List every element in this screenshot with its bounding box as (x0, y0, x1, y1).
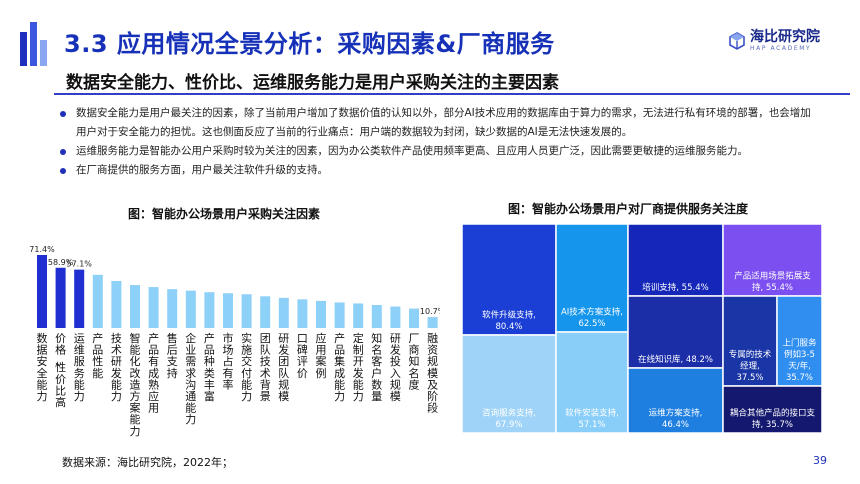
title-decoration (20, 16, 56, 66)
bar-16 (316, 300, 326, 328)
page-subtitle: 数据安全能力、性价比、运维服务能力是用户采购关注的主要因素 (66, 73, 559, 93)
bullet-item: 在厂商提供的服务方面，用户最关注软件升级的支持。 (56, 161, 816, 180)
deco-bar (40, 40, 47, 66)
category-label: 产品性能 (92, 331, 103, 380)
bar-chart: 71.4% 数据安全能力 58.9% 价格、性价比高 57.1% 运维服务能力产品性能技术… (29, 245, 440, 438)
bar-4 (92, 274, 103, 328)
bar-6 (130, 285, 140, 328)
bar-21 (409, 308, 419, 328)
bar-19 (371, 304, 382, 328)
bar-17 (334, 302, 345, 328)
treemap-cell (555, 224, 629, 333)
bar-11 (223, 293, 233, 328)
treemap-cell (776, 295, 822, 387)
page-title: 3.3 应用情况全景分析：采购因素&厂商服务 (64, 30, 555, 58)
category-label: 售后支持 (167, 331, 178, 380)
bar-value-label: 58.9% (48, 258, 74, 267)
treemap-label: 产品适用场景拓展支持, 55.4% (734, 271, 811, 294)
deco-bar (30, 22, 37, 66)
treemap-label: 运维方案支持, 46.4% (649, 408, 703, 431)
bar-12 (241, 294, 252, 328)
category-label: 定制开发能力 (353, 331, 364, 403)
cube-logo-icon (729, 32, 745, 50)
category-label: 企业需求沟通能力 (185, 331, 196, 426)
bar-14 (278, 297, 289, 328)
category-label: 研发团队规模 (278, 332, 289, 403)
treemap-cell (627, 295, 724, 369)
treemap-label: 培训支持, 55.4% (642, 282, 708, 293)
bullet-item: 运维服务能力是智能办公用户采购时较为关注的因素，因为办公类软件产品使用频率更高、… (56, 142, 816, 161)
treemap-cell (462, 334, 557, 434)
category-label: 产品有成熟应用 (148, 331, 159, 415)
bar-8 (167, 289, 178, 328)
bar-value-label: 57.1% (66, 260, 92, 269)
bar-5 (111, 280, 122, 328)
treemap-label: 咨询服务支持, 67.9% (482, 408, 536, 431)
data-source: 数据来源：海比研究院，2022年； (62, 456, 233, 469)
treemap-cell (722, 295, 778, 387)
bar-2 (55, 267, 66, 328)
category-label: 技术研发能力 (111, 332, 122, 403)
subtitle-divider (54, 93, 850, 95)
bar-15 (297, 299, 308, 328)
bar-20 (390, 306, 401, 328)
category-label: 团队技术背景 (260, 332, 271, 403)
category-label: 产品种类丰富 (204, 331, 215, 403)
category-label: 实施交付能力 (241, 331, 252, 403)
treemap-chart: 软件升级支持, 80.4% 咨询服务支持, 67.9% AI技术方案支持, 62.5% 软件… (462, 224, 822, 434)
category-label: 应用案例 (316, 331, 327, 380)
treemap-title: 图：智能办公场景用户对厂商提供服务关注度 (508, 202, 749, 216)
bullet-item: 数据安全能力是用户最关注的因素，除了当前用户增加了数据价值的认知以外，部分AI技… (56, 104, 816, 142)
category-label: 运维服务能力 (74, 332, 85, 403)
bar-10 (204, 292, 215, 328)
page-number: 39 (813, 454, 827, 467)
treemap-label: 软件安装支持, 57.1% (565, 408, 619, 431)
bullet-list: 数据安全能力是用户最关注的因素，除了当前用户增加了数据价值的认知以外，部分AI技… (56, 104, 816, 180)
treemap-label: 软件升级支持, 80.4% (482, 310, 536, 333)
bar-7 (148, 287, 159, 328)
bar-9 (185, 290, 196, 328)
category-label: 融资规模及阶段 (427, 332, 438, 415)
category-label: 厂商知名度 (409, 332, 420, 391)
treemap-label: 专属的技术经理, 37.5% (729, 349, 772, 383)
treemap-label: 在线知识库, 48.2% (638, 354, 713, 365)
bar-22 (427, 317, 438, 328)
bar-13 (260, 296, 271, 328)
category-label: 知名客户数量 (371, 331, 382, 403)
bar-chart-title: 图：智能办公场景用户采购关注因素 (128, 207, 321, 221)
category-label: 产品集成能力 (334, 331, 345, 403)
category-label: 口碑评价 (297, 332, 308, 380)
bar-18 (353, 303, 364, 328)
logo-name: 海比研究院 (750, 29, 820, 45)
treemap-cell (555, 331, 629, 434)
category-label: 研发投入规模 (390, 332, 401, 403)
treemap-cell (722, 385, 822, 434)
category-label: 价格、性价比高 (55, 332, 66, 409)
bar-3 (74, 269, 85, 328)
category-label: 智能化改造方案能力 (130, 331, 141, 438)
bar-value-label: 71.4% (29, 245, 55, 254)
category-label: 市场占有率 (223, 331, 234, 391)
treemap-label: 上门服务例如3-5 天/年, 35.7% (782, 338, 817, 384)
deco-bar (20, 32, 27, 66)
bar-value-label: 10.7% (420, 307, 440, 316)
treemap-cell (627, 367, 724, 434)
treemap-label: AI技术方案支持, 62.5% (561, 307, 623, 330)
logo-subtitle: HAP ACADEMY (750, 45, 812, 52)
category-label: 数据安全能力 (37, 332, 48, 403)
bar-1 (37, 255, 47, 328)
brand-logo: 海比研究院 HAP ACADEMY (728, 28, 820, 54)
treemap-label: 耦合其他产品的接口支持, 35.7% (730, 408, 816, 431)
